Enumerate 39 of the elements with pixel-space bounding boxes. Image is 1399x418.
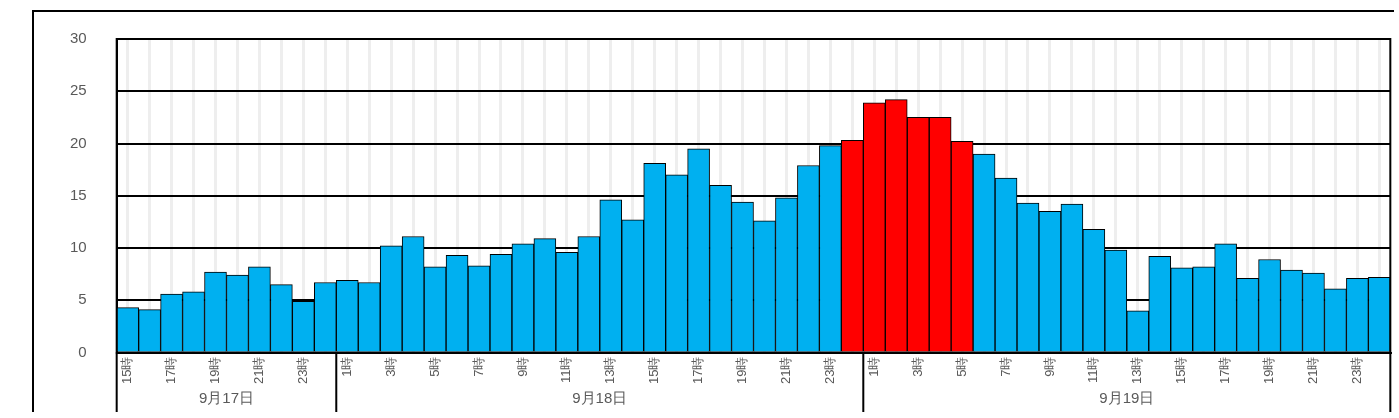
x-tick-label: 9時 bbox=[1041, 356, 1057, 377]
x-tick-label: 23時 bbox=[821, 356, 837, 385]
x-tick-label: 15時 bbox=[646, 356, 662, 385]
x-tick-label: 11時 bbox=[558, 356, 574, 384]
x-tick-label: 5時 bbox=[953, 356, 969, 377]
x-tick-label: 21時 bbox=[1305, 356, 1321, 385]
x-tick-label: 1時 bbox=[338, 356, 354, 377]
x-tick-label: 17時 bbox=[690, 356, 706, 385]
x-tick-label: 3時 bbox=[382, 356, 398, 377]
x-tick-label: 21時 bbox=[778, 356, 794, 385]
x-tick-label: 13時 bbox=[602, 356, 618, 385]
x-tick-label: 19時 bbox=[734, 356, 750, 385]
x-tick-label: 7時 bbox=[470, 356, 486, 377]
y-tick-label: 0 bbox=[78, 342, 87, 360]
x-tick-label: 15時 bbox=[119, 356, 135, 385]
x-tick-label: 9時 bbox=[514, 356, 530, 377]
x-tick-label: 7時 bbox=[997, 356, 1013, 377]
y-tick-label: 10 bbox=[70, 238, 87, 256]
y-tick-label: 30 bbox=[70, 29, 87, 47]
x-tick-label: 19時 bbox=[1261, 356, 1277, 385]
x-tick-label: 11時 bbox=[1085, 356, 1101, 384]
x-tick-label: 5時 bbox=[426, 356, 442, 377]
x-tick-label: 17時 bbox=[163, 356, 179, 385]
x-tick-label: 23時 bbox=[1348, 356, 1364, 385]
x-tick-label: 15時 bbox=[1173, 356, 1189, 385]
y-tick-label: 5 bbox=[78, 290, 87, 308]
x-tick-label: 17時 bbox=[1217, 356, 1233, 385]
y-tick-label: 20 bbox=[70, 133, 87, 151]
y-tick-label: 15 bbox=[70, 185, 87, 203]
text: 9月18日 bbox=[572, 389, 628, 407]
x-tick-label: 1時 bbox=[865, 356, 881, 377]
x-tick-label: 19時 bbox=[207, 356, 223, 385]
x-tick-label: 23時 bbox=[294, 356, 310, 385]
x-tick-label: 3時 bbox=[909, 356, 925, 377]
text: 9月19日 bbox=[1099, 389, 1155, 407]
y-tick-label: 25 bbox=[70, 81, 87, 99]
x-tick-label: 21時 bbox=[251, 356, 266, 385]
x-tick-label: 13時 bbox=[1129, 356, 1145, 385]
text: 9月17日 bbox=[198, 389, 254, 407]
